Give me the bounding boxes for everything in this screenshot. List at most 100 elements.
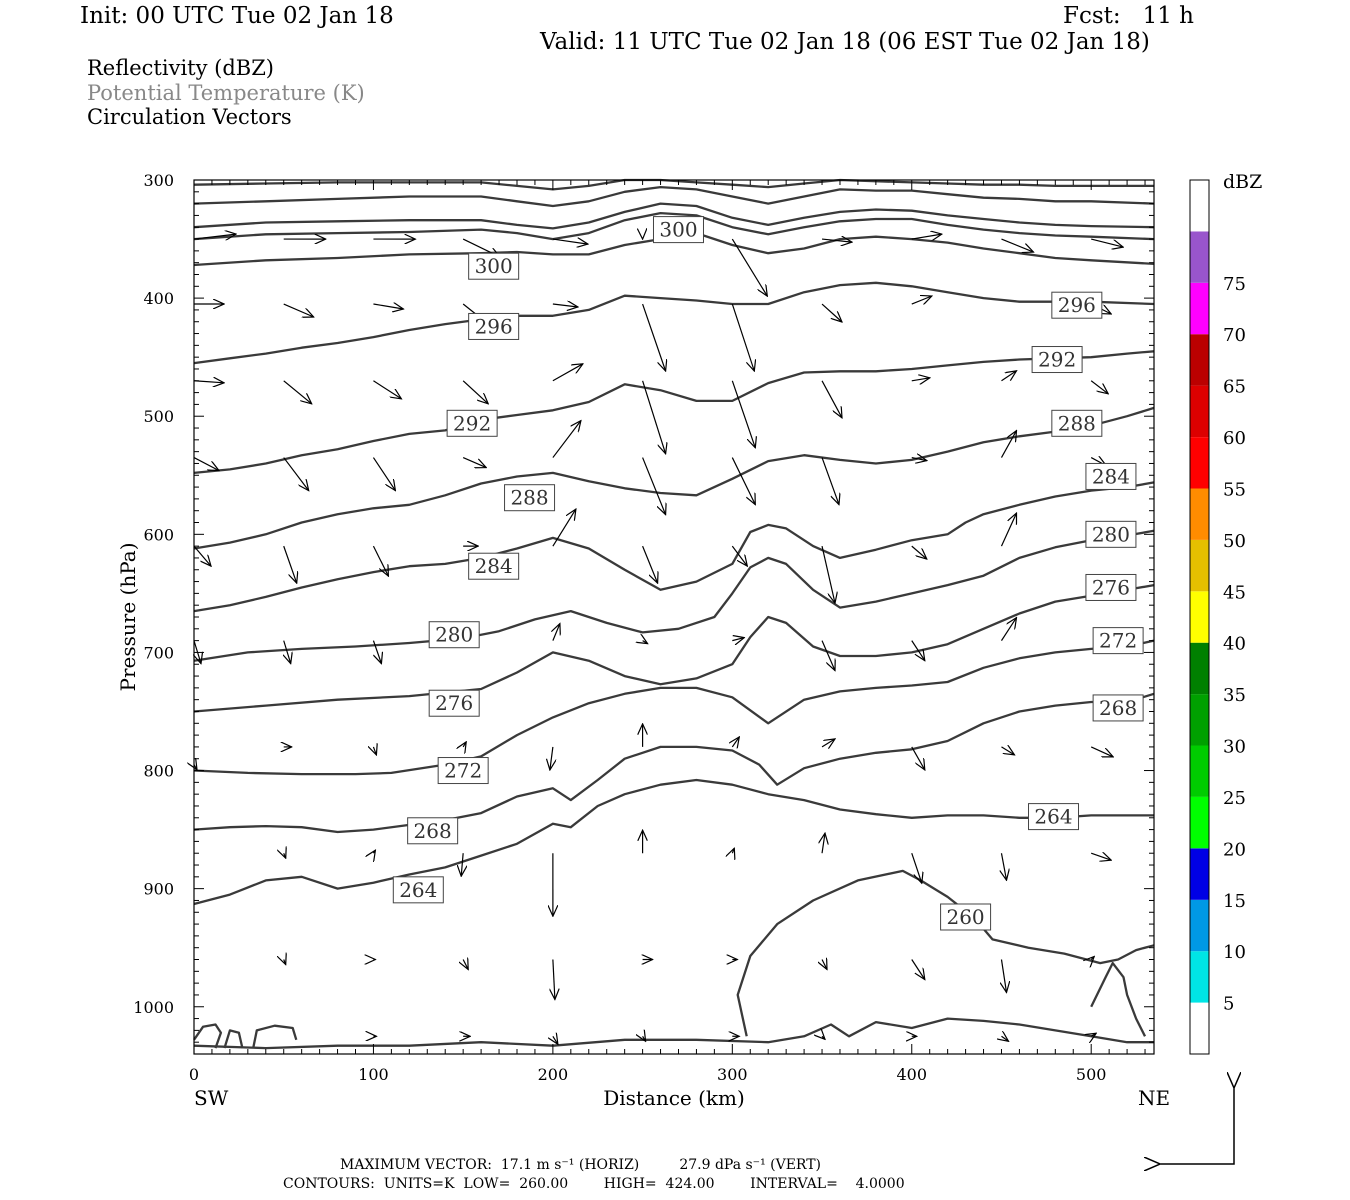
theta-contour (193, 481, 1155, 613)
contour-label-text: 272 (444, 759, 482, 783)
circulation-vector (822, 1036, 825, 1039)
circulation-vector (732, 638, 744, 641)
circulation-vector (1001, 853, 1006, 880)
colorbar-swatch (1190, 180, 1209, 232)
contour-label-text: 284 (1092, 464, 1130, 488)
contour-labels: 300 300 296 296 292 292 288 288 284 284 280 280 276 2… (392, 216, 1144, 931)
colorbar-level-label: 50 (1223, 531, 1246, 552)
colorbar-swatch (1190, 591, 1209, 643)
circulation-vector (642, 457, 666, 515)
colorbar-level-label: 30 (1223, 737, 1246, 758)
circulation-vector (1001, 1036, 1008, 1041)
colorbar-swatch (1190, 334, 1209, 386)
circulation-vector (1091, 1033, 1096, 1036)
circulation-vector (911, 234, 942, 239)
contour-label: 272 (1092, 627, 1144, 655)
circulation-vector (552, 421, 581, 458)
circulation-vector (731, 457, 755, 505)
circulation-vector (643, 641, 648, 644)
circulation-vector (1090, 380, 1108, 394)
theta-contour (736, 869, 1155, 1037)
contour-label: 300 (652, 216, 704, 244)
circulation-vector (284, 960, 286, 965)
axis-ticks: 300 400 500 600 700 800 900 1000 0 100 200 300 400 50… (133, 171, 1154, 1084)
contour-label: 272 (437, 757, 489, 785)
circulation-vector (193, 457, 219, 471)
theta-contour (193, 281, 1155, 365)
theta-contour (193, 202, 1155, 230)
colorbar-swatch (1190, 796, 1209, 849)
colorbar-level-label: 10 (1223, 942, 1246, 963)
theta-contour (193, 583, 1155, 713)
circulation-vector (283, 545, 297, 583)
theta-contour (193, 350, 1155, 475)
circulation-vector (911, 545, 927, 559)
colorbar-unit: dBZ (1223, 171, 1262, 193)
contour-label: 288 (1051, 409, 1103, 437)
circulation-vector (552, 509, 576, 547)
circulation-vector (373, 747, 376, 755)
colorbar-level-label: 20 (1223, 839, 1246, 860)
circulation-vector (821, 546, 835, 603)
x-tick-label: 200 (538, 1065, 569, 1084)
colorbar-level-label: 55 (1223, 480, 1246, 501)
circulation-vector (1001, 747, 1014, 755)
contour-label: 264 (392, 876, 444, 904)
field-reflectivity: Reflectivity (dBZ) (87, 56, 275, 80)
theta-contour (193, 406, 1155, 550)
circulation-vector (1001, 959, 1006, 993)
x-tick-label: 300 (717, 1065, 748, 1084)
colorbar-level-label: 75 (1223, 274, 1246, 295)
y-tick-label: 500 (143, 407, 174, 426)
circulation-vector (1090, 853, 1111, 860)
theta-contour (193, 778, 1154, 906)
colorbar-swatch (1190, 745, 1209, 797)
theta-contour (1090, 961, 1147, 1037)
circulation-vector (821, 303, 842, 322)
circulation-vector (552, 239, 588, 244)
colorbar-level-label: 5 (1223, 994, 1234, 1015)
circulation-vector (1000, 431, 1016, 458)
circulation-vector (822, 960, 827, 970)
field-circulation-vectors: Circulation Vectors (87, 105, 292, 129)
contour-label: 268 (407, 817, 459, 845)
circulation-vector (283, 380, 312, 404)
circulation-vector (463, 742, 466, 747)
colorbar-swatch (1190, 642, 1209, 695)
x-axis-label: Distance (km) (603, 1086, 745, 1110)
circulation-vector (283, 303, 314, 317)
circulation-vector (1000, 618, 1016, 641)
vector-layer (194, 234, 1123, 1044)
field-potential-temperature: Potential Temperature (K) (87, 81, 365, 105)
contour-label: 284 (468, 552, 520, 580)
contour-label: 276 (1085, 573, 1137, 601)
colorbar-frame (1189, 179, 1210, 1055)
x-tick-label: 100 (358, 1065, 389, 1084)
theta-contour (193, 529, 1155, 662)
circulation-vector (731, 380, 755, 448)
colorbar-swatch (1190, 488, 1209, 540)
colorbar-swatch (1190, 899, 1209, 952)
colorbar-level-label: 40 (1223, 634, 1246, 655)
circulation-vector (553, 624, 560, 641)
circulation-vector (821, 457, 839, 505)
y-tick-label: 700 (143, 643, 174, 662)
circulation-vector (552, 364, 583, 382)
contour-label: 288 (504, 484, 556, 512)
colorbar-level-label: 60 (1223, 428, 1246, 449)
y-axis-label: Pressure (hPa) (116, 543, 140, 692)
circulation-vector (461, 853, 463, 876)
contour-label-text: 292 (453, 411, 491, 435)
circulation-vector (372, 457, 395, 491)
contour-label-text: 284 (475, 554, 513, 578)
colorbar-swatch (1190, 539, 1209, 592)
circulation-vector (284, 640, 291, 664)
colorbar-swatch (1190, 694, 1209, 746)
theta-contour (252, 1024, 298, 1049)
circulation-vector (283, 457, 309, 491)
colorbar-swatch (1190, 282, 1209, 335)
reference-vector-icon (1160, 1088, 1234, 1164)
x-tick-label: 500 (1076, 1065, 1107, 1084)
init-time: Init: 00 UTC Tue 02 Jan 18 (80, 3, 394, 29)
colorbar-level-label: 15 (1223, 891, 1246, 912)
